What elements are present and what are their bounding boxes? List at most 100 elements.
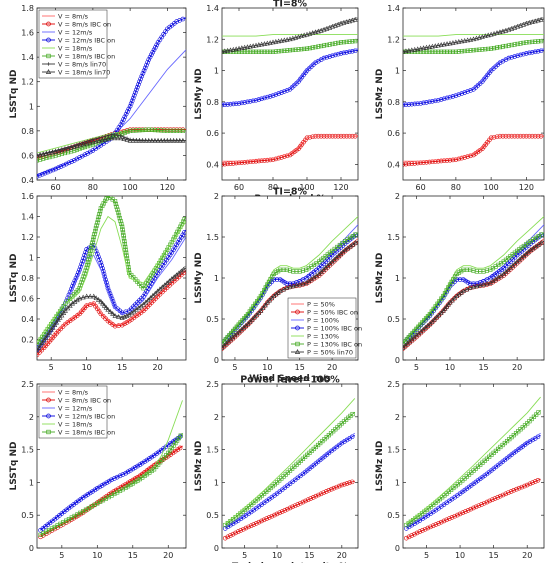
series-4 — [37, 16, 186, 179]
data-point — [313, 44, 318, 50]
data-point — [483, 47, 488, 52]
data-point — [97, 484, 102, 490]
data-point — [333, 41, 338, 46]
data-point — [61, 162, 66, 168]
y-tick-label: 1.8 — [21, 4, 34, 13]
data-point — [447, 516, 452, 521]
data-point — [43, 335, 49, 340]
legend-item: V = 12m/s IBC on — [42, 36, 115, 44]
data-point — [149, 127, 154, 132]
data-point — [172, 245, 178, 250]
y-tick-label: 0.5 — [21, 511, 34, 520]
data-point — [150, 278, 156, 284]
legend-label: V = 12m/s IBC on — [58, 412, 115, 420]
data-point — [91, 237, 96, 242]
data-point — [350, 48, 355, 54]
data-point — [497, 44, 503, 50]
data-point — [38, 157, 43, 162]
y-tick-label: 0.5 — [387, 315, 400, 324]
series-8 — [37, 135, 186, 158]
data-point — [500, 492, 506, 498]
data-point — [98, 209, 103, 214]
y-tick-label: 1.2 — [21, 233, 34, 242]
data-point — [293, 282, 299, 288]
data-point — [414, 530, 420, 536]
series-line — [37, 137, 186, 156]
series-line — [403, 18, 544, 53]
x-tick-label: 5 — [242, 551, 247, 560]
data-point — [114, 204, 119, 209]
data-point — [96, 214, 101, 220]
data-point — [494, 30, 500, 35]
data-point — [459, 38, 465, 44]
x-tick-label: 100 — [483, 183, 498, 192]
data-point — [259, 41, 265, 47]
x-tick-label: 5 — [49, 363, 54, 372]
data-point — [412, 531, 417, 537]
legend-label: V = 8m/s — [58, 388, 89, 396]
data-point — [296, 34, 301, 39]
data-point — [269, 513, 275, 519]
data-point — [68, 144, 74, 150]
data-point — [538, 240, 544, 245]
data-point — [520, 21, 526, 27]
y-tick-label: 1 — [29, 102, 34, 111]
data-point — [95, 217, 101, 222]
data-point — [155, 128, 161, 133]
x-tick-label: 15 — [304, 551, 314, 560]
data-point — [474, 283, 480, 289]
data-point — [471, 505, 476, 511]
data-point — [518, 41, 523, 46]
data-point — [146, 57, 152, 62]
data-point — [285, 506, 290, 512]
data-point — [281, 37, 287, 43]
data-point — [45, 169, 50, 175]
data-point — [477, 282, 483, 288]
panel-p31: 5 10 15 20 0 0.5 1 1.5 2 2.5 LSSTq ND V = 8m/sV = 8… — [9, 380, 187, 560]
data-point — [63, 161, 69, 167]
data-point — [471, 48, 476, 53]
series-3 — [40, 432, 183, 530]
y-tick-label: 0.4 — [387, 160, 400, 169]
data-point — [114, 474, 120, 480]
data-point — [319, 43, 324, 49]
series-7 — [403, 240, 544, 350]
data-point — [428, 524, 433, 530]
data-point — [503, 491, 509, 497]
data-point — [515, 41, 520, 47]
series-5 — [403, 216, 544, 343]
data-point — [147, 456, 152, 461]
data-point — [352, 16, 358, 22]
data-point — [344, 39, 349, 44]
data-point — [171, 128, 176, 133]
data-point — [304, 31, 310, 37]
data-point — [83, 249, 88, 255]
data-point — [535, 17, 541, 23]
data-point — [270, 49, 276, 54]
plot-area — [404, 396, 541, 541]
data-point — [273, 49, 278, 54]
data-point — [527, 50, 532, 56]
data-point — [297, 281, 303, 287]
data-point — [444, 49, 450, 54]
data-point — [515, 23, 521, 29]
y-tick-label: 0.8 — [21, 127, 34, 136]
data-point — [105, 196, 111, 199]
data-point — [464, 286, 470, 292]
data-point — [245, 49, 250, 54]
data-point — [135, 478, 140, 483]
data-point — [342, 481, 347, 487]
data-point — [120, 230, 126, 235]
data-point — [99, 263, 104, 268]
data-point — [128, 468, 133, 473]
data-point — [87, 149, 93, 155]
data-point — [344, 50, 349, 55]
data-point — [279, 37, 284, 43]
data-point — [85, 492, 91, 497]
series-line — [403, 48, 544, 104]
y-tick-label: 0.8 — [21, 274, 34, 283]
data-point — [506, 43, 511, 48]
panel-p13: 60 80 100 120 0.4 0.6 0.8 1 1.2 1.4 LSSMz ND — [375, 4, 545, 192]
legend-item: V = 18m/s lin70 — [42, 68, 110, 76]
data-point — [503, 27, 509, 33]
